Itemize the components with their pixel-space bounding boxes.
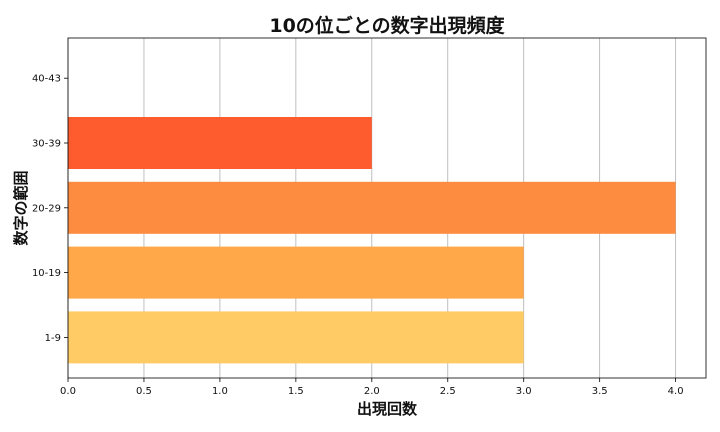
y-tick-label: 20-29 xyxy=(32,203,61,214)
bar-1-9 xyxy=(68,311,524,364)
bar-20-29 xyxy=(68,181,676,234)
x-axis-ticks: 0.0 0.5 1.0 1.5 2.0 2.5 3.0 3.5 4.0 xyxy=(60,378,684,397)
y-tick-label: 30-39 xyxy=(32,139,61,150)
chart-title: 10の位ごとの数字出現頻度 xyxy=(269,14,505,37)
x-tick-label: 4.0 xyxy=(668,386,684,397)
x-tick-label: 3.0 xyxy=(516,386,532,397)
bar-30-39 xyxy=(68,117,372,169)
y-tick-label: 40-43 xyxy=(32,74,61,85)
x-axis-label: 出現回数 xyxy=(357,400,418,418)
y-axis-label: 数字の範囲 xyxy=(12,170,30,245)
x-tick-label: 1.5 xyxy=(288,386,304,397)
x-tick-label: 0.0 xyxy=(60,386,76,397)
x-tick-label: 3.5 xyxy=(592,386,608,397)
x-tick-label: 1.0 xyxy=(212,386,228,397)
x-tick-label: 0.5 xyxy=(136,386,152,397)
y-tick-label: 1-9 xyxy=(45,333,61,344)
bars xyxy=(68,117,676,364)
x-tick-label: 2.0 xyxy=(364,386,380,397)
bar-10-19 xyxy=(68,246,524,299)
y-axis-ticks: 1-9 10-19 20-29 30-39 40-43 xyxy=(32,74,68,344)
y-tick-label: 10-19 xyxy=(32,268,61,279)
x-tick-label: 2.5 xyxy=(440,386,456,397)
